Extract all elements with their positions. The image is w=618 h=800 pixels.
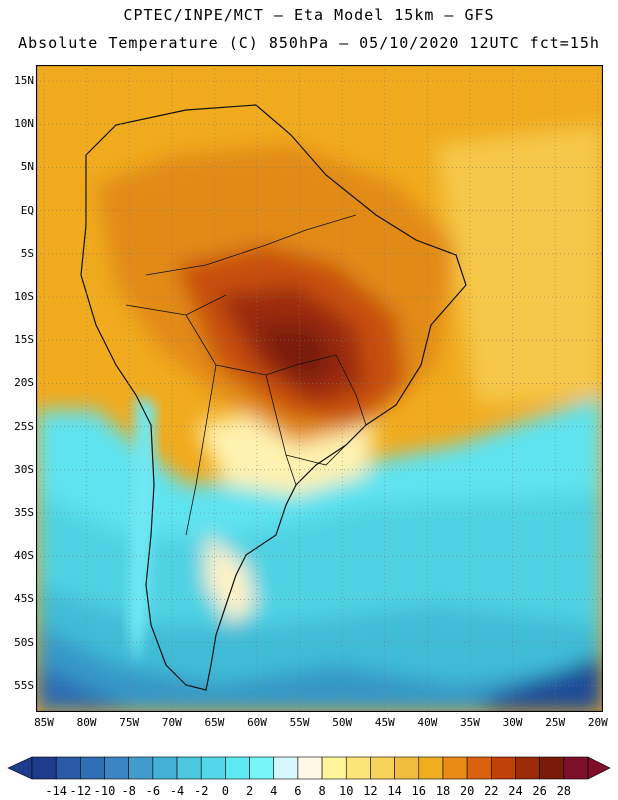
color-bar [7,756,611,780]
color-bar-swatch [273,756,299,780]
temperature-map [36,65,603,712]
longitude-label: 55W [289,716,310,729]
temperature-field [36,125,603,712]
color-bar-swatch [297,756,323,780]
longitude-label: 75W [119,716,140,729]
coastline [80,104,467,691]
color-bar-label: 24 [508,784,523,798]
color-bar-swatch [80,756,105,780]
latitude-label: 35S [14,506,34,519]
color-bar-swatch [563,756,589,780]
longitude-label: 40W [417,716,438,729]
latitude-label: 10N [14,117,34,131]
latitude-label: 55S [14,678,34,692]
color-bar-label: 4 [270,784,278,798]
chart-title-line1: CPTEC/INPE/MCT – Eta Model 15km – GFS [123,6,495,24]
longitude-label: 35W [460,716,480,729]
color-bar-swatch [394,756,420,780]
color-bar-label: -2 [193,784,209,798]
color-bar-swatch [249,756,275,780]
color-bar-label: 26 [532,784,547,798]
longitude-label: 70W [161,716,182,729]
color-bar-arrow-right [587,756,611,780]
grid-lines [36,65,603,712]
color-bar-label: 8 [318,784,326,798]
color-bar-label: 16 [411,784,426,798]
latitude-label: 15S [14,333,34,347]
color-bar-swatch [104,756,129,780]
color-bar-label: 22 [484,784,499,798]
latitude-label: 40S [14,549,34,563]
color-bar-label: -4 [169,784,185,798]
color-bar-swatch [442,756,468,780]
color-bar-swatch [491,756,516,780]
color-bar-swatch [418,756,444,780]
latitude-label: 5S [20,246,34,260]
color-bar-swatch [370,756,395,780]
latitude-label: EQ [20,203,34,217]
color-bar-label: 12 [363,784,378,798]
color-bar-label: -12 [69,784,92,798]
color-bar-label: 14 [387,784,402,798]
color-bar-swatch [321,756,347,780]
longitude-label: 80W [76,716,97,729]
color-bar-swatch [31,756,57,780]
color-bar-label: 28 [556,784,572,798]
longitude-label: 30W [502,716,523,729]
longitude-label: 20W [587,716,608,729]
latitude-label: 15N [14,74,34,87]
color-bar-label: -6 [145,784,161,798]
color-bar-swatch [176,756,202,780]
color-bar-swatch [466,756,492,780]
color-bar-swatch [345,756,371,780]
color-bar-label: -8 [121,784,136,798]
longitude-label: 60W [247,716,267,729]
chart-title-line2: Absolute Temperature (C) 850hPa – 05/10/… [18,34,600,52]
color-bar-swatch [128,756,154,780]
country-borders [125,214,367,536]
color-bar-label: 10 [339,784,354,798]
color-bar-label: 18 [435,784,451,798]
color-bar-label: -14 [45,784,68,798]
color-bar-swatch [539,756,565,780]
latitude-label: 30S [14,462,34,476]
color-bar-arrow-left [7,756,33,780]
color-bar-label: 6 [294,784,302,798]
latitude-label: 45S [14,592,34,606]
latitude-label: 20S [14,376,34,390]
longitude-label: 50W [332,716,353,729]
color-bar-label: 20 [459,784,475,798]
color-bar-swatch [55,756,81,780]
longitude-label: 25W [545,716,566,729]
longitude-label: 85W [34,716,54,729]
latitude-label: 25S [14,419,34,433]
latitude-label: 50S [14,635,34,649]
color-bar-swatch [225,756,250,780]
longitude-label: 45W [374,716,395,729]
color-bar-swatch [152,756,178,780]
color-bar-swatch [515,756,540,780]
longitude-label: 65W [204,716,225,729]
latitude-label: 5N [20,160,34,174]
latitude-label: 10S [14,290,34,303]
color-bar-label: -10 [93,784,116,798]
color-bar-label: 2 [245,784,254,798]
color-bar-swatch [200,756,226,780]
color-bar-label: 0 [221,784,229,798]
andes-cool-strip [128,395,156,665]
